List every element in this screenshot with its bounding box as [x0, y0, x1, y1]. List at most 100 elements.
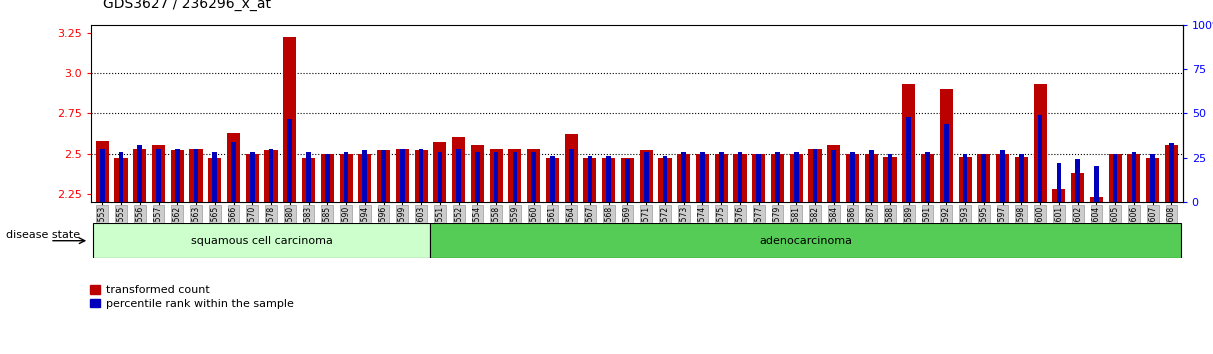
Bar [940, 89, 953, 202]
Bar [137, 145, 142, 202]
Bar [639, 150, 653, 202]
Bar [1132, 152, 1137, 202]
Bar [790, 154, 803, 202]
Bar [400, 149, 405, 202]
Bar [431, 223, 1180, 258]
Text: disease state: disease state [6, 230, 80, 240]
Bar [738, 152, 742, 202]
Bar [490, 149, 502, 202]
Bar [902, 84, 916, 202]
Bar [264, 150, 278, 202]
Bar [1169, 143, 1174, 202]
Bar [1089, 197, 1103, 202]
Bar [808, 149, 821, 202]
Bar [171, 150, 184, 202]
Bar [325, 154, 330, 202]
Bar [433, 142, 446, 202]
Bar [944, 124, 949, 202]
Bar [269, 149, 273, 202]
Bar [232, 142, 235, 202]
Bar [606, 156, 611, 202]
Bar [475, 152, 479, 202]
Bar [528, 149, 540, 202]
Bar [662, 156, 667, 202]
Bar [996, 154, 1009, 202]
Bar [418, 149, 423, 202]
Bar [508, 149, 522, 202]
Bar [921, 154, 934, 202]
Bar [284, 37, 296, 202]
Bar [96, 141, 109, 202]
Bar [1109, 154, 1122, 202]
Bar [981, 154, 986, 202]
Bar [494, 152, 499, 202]
Bar [93, 223, 431, 258]
Bar [1127, 154, 1140, 202]
Bar [227, 133, 240, 202]
Bar [888, 154, 893, 202]
Bar [569, 149, 574, 202]
Bar [175, 149, 180, 202]
Bar [415, 150, 428, 202]
Bar [1146, 158, 1160, 202]
Bar [813, 149, 818, 202]
Bar [827, 145, 841, 202]
Bar [250, 152, 255, 202]
Bar [865, 154, 878, 202]
Bar [752, 154, 765, 202]
Bar [549, 156, 554, 202]
Bar [156, 149, 161, 202]
Bar [119, 152, 124, 202]
Bar [757, 154, 761, 202]
Bar [152, 145, 165, 202]
Bar [602, 158, 615, 202]
Bar [845, 154, 859, 202]
Bar [850, 152, 855, 202]
Bar [926, 152, 930, 202]
Bar [395, 149, 409, 202]
Bar [1150, 154, 1155, 202]
Bar [456, 149, 461, 202]
Bar [775, 152, 780, 202]
Bar [1038, 115, 1042, 202]
Bar [287, 119, 292, 202]
Text: adenocarcinoma: adenocarcinoma [759, 236, 853, 246]
Bar [302, 158, 315, 202]
Bar [958, 157, 972, 202]
Bar [583, 158, 597, 202]
Bar [1112, 154, 1117, 202]
Bar [1033, 84, 1047, 202]
Text: squamous cell carcinoma: squamous cell carcinoma [190, 236, 332, 246]
Bar [212, 152, 217, 202]
Bar [194, 149, 199, 202]
Bar [1164, 145, 1178, 202]
Bar [320, 154, 334, 202]
Bar [1015, 157, 1027, 202]
Bar [963, 154, 968, 202]
Bar [114, 158, 127, 202]
Bar [719, 152, 724, 202]
Bar [795, 152, 798, 202]
Bar [883, 157, 896, 202]
Bar [696, 154, 710, 202]
Bar [189, 149, 203, 202]
Bar [246, 154, 258, 202]
Bar [1071, 173, 1084, 202]
Bar [377, 150, 391, 202]
Bar [1053, 189, 1065, 202]
Bar [1057, 163, 1061, 202]
Bar [209, 158, 221, 202]
Bar [869, 150, 873, 202]
Bar [659, 158, 672, 202]
Bar [363, 150, 368, 202]
Bar [133, 149, 147, 202]
Bar [1094, 166, 1099, 202]
Bar [564, 134, 577, 202]
Bar [452, 137, 466, 202]
Bar [1001, 150, 1004, 202]
Bar [306, 152, 311, 202]
Bar [625, 159, 630, 202]
Bar [340, 154, 353, 202]
Bar [621, 158, 634, 202]
Bar [906, 117, 911, 202]
